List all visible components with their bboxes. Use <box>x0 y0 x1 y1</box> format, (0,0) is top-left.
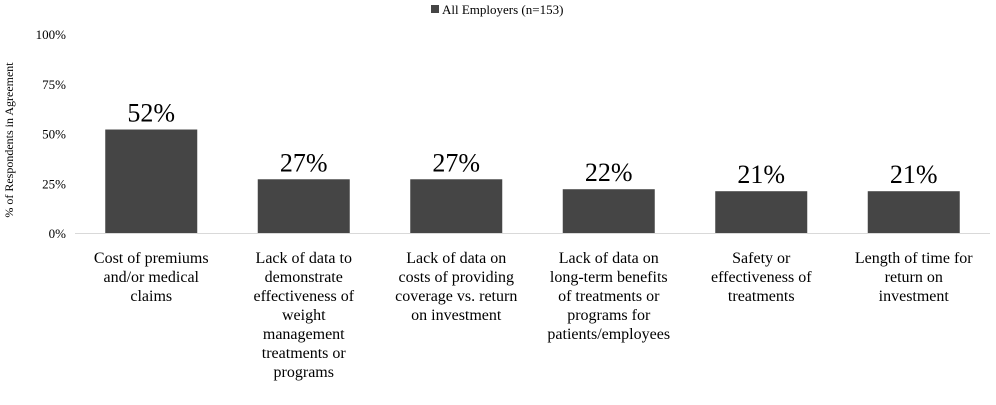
data-label: 27% <box>280 148 328 177</box>
category-label: Safety or effectiveness of treatments <box>711 250 812 305</box>
legend-label: All Employers (n=153) <box>442 2 563 17</box>
data-label: 21% <box>890 160 938 189</box>
category-label-line: claims <box>130 288 172 305</box>
bar <box>105 129 198 233</box>
category-label-line: effectiveness of <box>711 269 812 286</box>
data-label: 52% <box>127 99 175 128</box>
category-label-line: coverage vs. return <box>395 288 517 305</box>
category-label-line: patients/employees <box>547 326 670 343</box>
category-label-line: costs of providing <box>398 269 514 286</box>
data-label: 22% <box>585 158 633 187</box>
category-label-line: weight <box>282 307 326 324</box>
category-label-line: Lack of data to <box>256 250 352 267</box>
bar <box>715 191 808 233</box>
data-label: 27% <box>432 148 480 177</box>
category-label-line: and/or medical <box>103 269 199 286</box>
legend-swatch <box>431 5 439 13</box>
category-label-line: return on <box>885 269 943 286</box>
category-label-line: on investment <box>411 307 502 324</box>
category-label-line: investment <box>879 288 950 305</box>
category-label-line: of treatments or <box>558 288 660 305</box>
category-label: Length of time for return on investment <box>855 250 973 305</box>
data-labels: 52% 27% 27% 22% 21% 21% <box>127 99 937 190</box>
y-axis-label: % of Respondents in Agreement <box>2 62 16 218</box>
category-label-line: programs for <box>567 307 651 324</box>
y-tick-label: 25% <box>42 176 66 191</box>
bars <box>105 129 960 233</box>
category-label: Lack of data on long-term benefits of trea… <box>547 250 670 343</box>
y-tick-label: 100% <box>36 27 67 42</box>
category-label-line: Lack of data on <box>559 250 659 267</box>
y-tick-label: 0% <box>49 226 67 241</box>
legend: All Employers (n=153) <box>431 2 563 17</box>
category-label-line: treatments or <box>262 345 347 362</box>
category-label-line: Cost of premiums <box>94 250 209 267</box>
category-label-line: Lack of data on <box>406 250 506 267</box>
category-label-line: Length of time for <box>855 250 973 267</box>
category-label-line: demonstrate <box>265 269 343 286</box>
category-label-line: programs <box>274 364 334 381</box>
bar <box>562 189 655 233</box>
category-label-line: Safety or <box>732 250 791 267</box>
y-tick-label: 75% <box>42 77 66 92</box>
bar <box>867 191 960 233</box>
category-labels: Cost of premiums and/or medical claims Lack… <box>94 250 973 381</box>
category-label: Cost of premiums and/or medical claims <box>94 250 209 305</box>
bar <box>410 179 503 233</box>
category-label-line: management <box>263 326 345 343</box>
y-axis-ticks: 0% 25% 50% 75% 100% <box>36 27 67 241</box>
data-label: 21% <box>737 160 785 189</box>
y-tick-label: 50% <box>42 127 66 142</box>
category-label-line: effectiveness of <box>253 288 354 305</box>
category-label-line: treatments <box>728 288 795 305</box>
category-label: Lack of data on costs of providing coverag… <box>395 250 517 324</box>
category-label: Lack of data to demonstrate effectiveness … <box>253 250 354 381</box>
category-label-line: long-term benefits <box>550 269 668 286</box>
bar <box>257 179 350 233</box>
